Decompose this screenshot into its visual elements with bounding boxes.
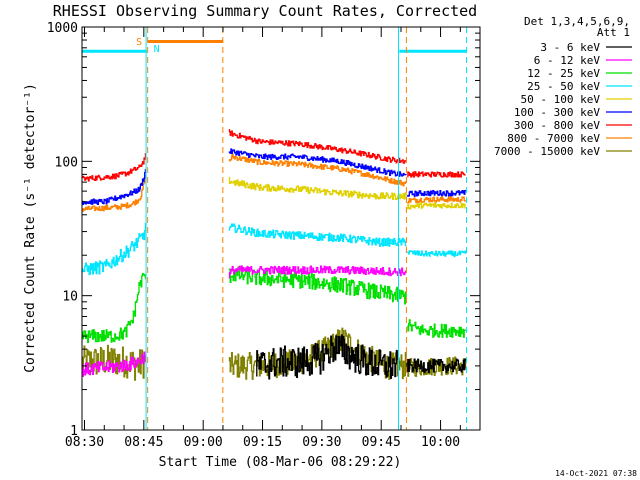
legend-label: 6 - 12 keV xyxy=(534,54,601,67)
series-line-12-25-kev-seg-0 xyxy=(82,273,147,344)
series-line-800-7000-kev-seg-2 xyxy=(407,196,467,204)
series-line-100-300-kev-seg-0 xyxy=(82,169,147,206)
y-tick-label: 100 xyxy=(55,155,78,170)
series-line-100-300-kev-seg-2 xyxy=(407,189,467,197)
legend-label: 3 - 6 keV xyxy=(540,41,600,54)
series-line-6-12-kev-seg-1 xyxy=(228,265,407,279)
series-line-300-800-kev-seg-2 xyxy=(407,171,466,178)
x-tick-label: 09:15 xyxy=(243,435,282,450)
plot-frame xyxy=(81,26,481,431)
legend-label: 100 - 300 keV xyxy=(514,106,600,119)
y-axis-label: Corrected Count Rate (s⁻¹ detector⁻¹) xyxy=(23,83,38,373)
series-line-100-300-kev-seg-1 xyxy=(228,148,407,177)
series-line-50-100-kev-seg-0 xyxy=(228,176,407,201)
legend-header: Att 1 xyxy=(597,26,630,39)
x-tick-label: 09:00 xyxy=(184,435,223,450)
y-tick-label: 1000 xyxy=(47,21,78,36)
legend-header: Det 1,3,4,5,6,9, xyxy=(524,15,630,28)
x-tick-label: 10:00 xyxy=(421,435,460,450)
x-tick-label: 08:45 xyxy=(124,435,163,450)
series-line-3-6-kev-seg-1 xyxy=(406,358,467,374)
x-axis-label: Start Time (08-Mar-06 08:29:22) xyxy=(159,455,402,470)
series-line-25-50-kev-seg-2 xyxy=(407,250,467,258)
series-line-800-7000-kev-seg-0 xyxy=(82,174,147,212)
y-tick-label: 10 xyxy=(62,290,78,305)
legend-label: 50 - 100 keV xyxy=(521,93,601,106)
legend-label: 12 - 25 keV xyxy=(527,67,600,80)
series-line-25-50-kev-seg-1 xyxy=(228,223,407,247)
series-line-800-7000-kev-seg-1 xyxy=(228,153,407,187)
night-label: N xyxy=(154,44,160,55)
legend-label: 300 - 800 keV xyxy=(514,119,600,132)
legend-label: 25 - 50 keV xyxy=(527,80,600,93)
series-line-25-50-kev-seg-0 xyxy=(82,222,147,276)
series-line-50-100-kev-seg-1 xyxy=(407,202,467,210)
x-tick-label: 09:45 xyxy=(362,435,401,450)
series-line-12-25-kev-seg-2 xyxy=(407,319,467,338)
y-tick-label: 1 xyxy=(70,424,78,439)
series-line-300-800-kev-seg-1 xyxy=(228,129,407,164)
saa-label: S xyxy=(136,37,142,48)
chart-title: RHESSI Observing Summary Count Rates, Co… xyxy=(53,2,477,20)
timestamp: 14-Oct-2021 07:38 xyxy=(555,469,637,478)
x-tick-label: 08:30 xyxy=(65,435,104,450)
series-line-300-800-kev-seg-0 xyxy=(82,153,147,182)
series-line-3-6-kev-seg-0 xyxy=(256,334,400,380)
series-line-6-12-kev-seg-0 xyxy=(82,351,146,377)
x-tick-label: 09:30 xyxy=(302,435,341,450)
legend-label: 800 - 7000 keV xyxy=(507,132,600,145)
legend-label: 7000 - 15000 keV xyxy=(494,145,600,158)
